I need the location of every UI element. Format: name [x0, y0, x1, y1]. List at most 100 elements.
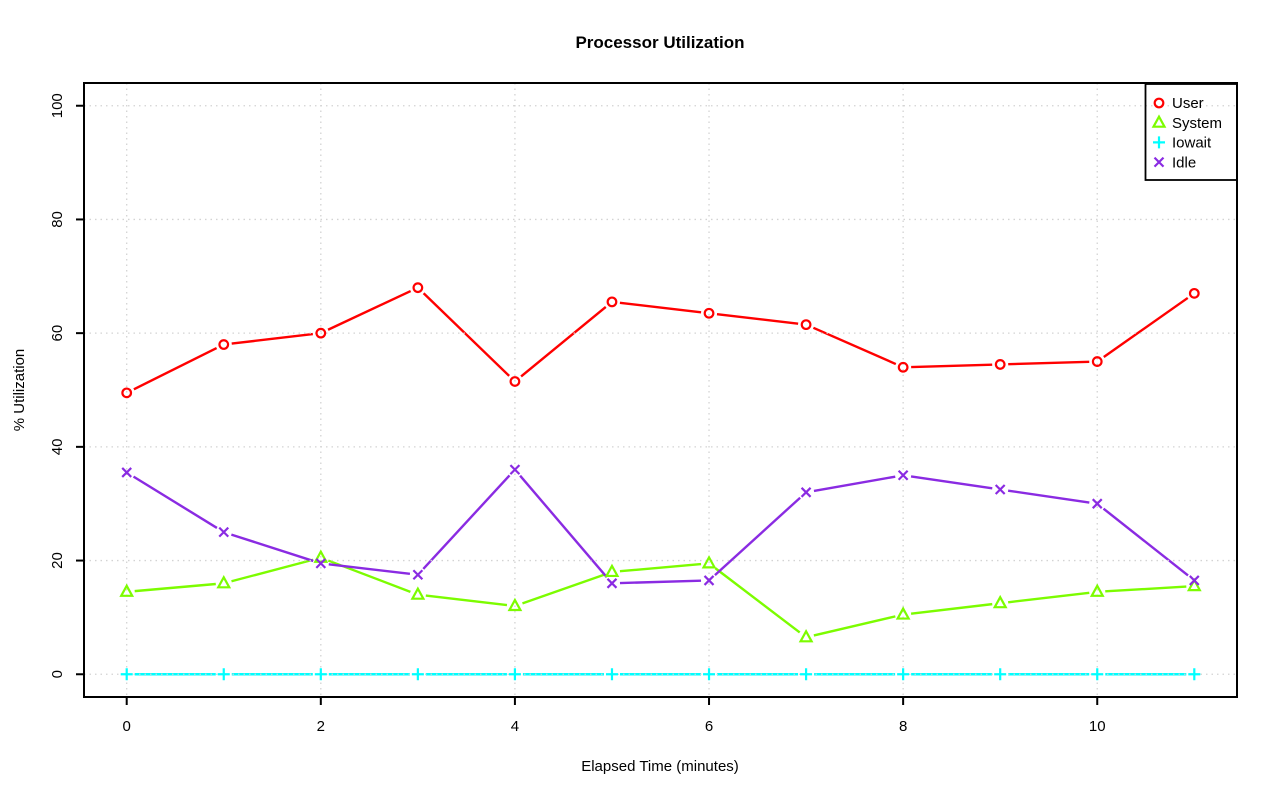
data-point: [1089, 583, 1105, 597]
line-segment: [132, 475, 218, 529]
triangle-marker-icon: [1186, 577, 1202, 592]
data-point: [897, 470, 909, 481]
triangle-marker-icon: [798, 629, 814, 643]
plus-marker-icon: [1091, 668, 1104, 681]
data-point: [217, 668, 230, 681]
data-point: [218, 339, 230, 350]
data-point: [1091, 356, 1103, 367]
series-markers-user: [121, 282, 1200, 399]
data-point: [703, 307, 715, 319]
data-point: [313, 549, 329, 563]
line-segment: [328, 563, 411, 576]
x-tick-label: 2: [317, 718, 325, 735]
data-point: [410, 586, 426, 600]
series-line-idle: [132, 474, 1189, 585]
legend-item-idle: Idle: [1153, 154, 1196, 171]
data-point: [412, 282, 424, 294]
triangle-marker-icon: [895, 606, 911, 620]
triangle-marker-icon: [701, 555, 717, 569]
legend-label: Iowait: [1172, 135, 1212, 152]
line-segment: [716, 312, 799, 325]
data-point: [216, 575, 232, 589]
line-segment: [1008, 360, 1090, 366]
data-point: [606, 578, 618, 589]
triangle-marker-icon: [313, 549, 329, 563]
line-segment: [910, 475, 993, 490]
legend-item-iowait: Iowait: [1153, 135, 1212, 152]
y-tick-label: 20: [49, 552, 66, 569]
data-point: [509, 464, 521, 475]
data-point: [1186, 577, 1202, 592]
series-line-system: [134, 558, 1187, 637]
triangle-marker-icon: [507, 597, 523, 612]
plus-marker-icon: [703, 668, 716, 681]
line-segment: [714, 496, 801, 576]
data-point: [1188, 668, 1201, 681]
line-segment: [911, 363, 993, 369]
data-point: [798, 629, 814, 643]
series-markers-iowait: [120, 668, 1201, 681]
data-point: [508, 668, 521, 681]
triangle-marker-icon: [119, 583, 135, 597]
plus-marker-icon: [994, 668, 1007, 681]
legend-marker-user: [1153, 97, 1165, 109]
x-marker-icon: [121, 467, 132, 478]
line-segment: [519, 474, 608, 578]
circle-marker-icon: [897, 361, 909, 373]
legend-box: [1144, 83, 1238, 181]
data-point: [994, 668, 1007, 681]
data-point: [1189, 575, 1200, 586]
data-point: [509, 376, 521, 387]
legend-item-system: System: [1151, 114, 1222, 132]
data-point: [703, 575, 715, 586]
x-tick-label: 6: [705, 718, 713, 735]
plus-marker-icon: [605, 668, 618, 681]
triangle-marker-icon: [410, 586, 426, 600]
data-point: [119, 583, 135, 597]
legend-marker-iowait: [1153, 136, 1165, 149]
plus-marker-icon: [800, 668, 813, 681]
data-point: [412, 569, 424, 581]
legend-label: User: [1172, 95, 1204, 112]
circle-marker-icon: [606, 296, 618, 308]
data-point: [800, 487, 812, 498]
triangle-marker-icon: [992, 594, 1008, 609]
line-segment: [910, 602, 993, 615]
data-point: [315, 327, 327, 339]
legend-item-user: User: [1153, 95, 1204, 112]
triangle-marker-icon: [1089, 583, 1105, 597]
gridlines-layer: [84, 83, 1237, 697]
data-point: [315, 558, 327, 569]
legend-label: Idle: [1172, 154, 1196, 171]
plus-marker-icon: [1188, 668, 1201, 681]
x-marker-icon: [606, 578, 618, 589]
line-segment: [1102, 507, 1189, 577]
data-point: [992, 594, 1008, 609]
plus-marker-icon: [508, 668, 521, 681]
data-point: [800, 319, 812, 331]
data-point: [314, 668, 327, 681]
line-segment: [812, 326, 897, 366]
data-point: [1091, 668, 1104, 681]
line-segment: [425, 594, 508, 607]
x-marker-icon: [994, 484, 1006, 495]
line-segment: [1105, 585, 1187, 593]
y-tick-label: 0: [49, 670, 66, 678]
x-tick-label: 10: [1089, 718, 1106, 735]
x-marker-icon: [1091, 498, 1103, 509]
series-lines-layer: [132, 289, 1189, 676]
line-segment: [1007, 591, 1090, 604]
line-segment: [1007, 489, 1090, 504]
circle-marker-icon: [218, 339, 230, 350]
line-segment: [231, 533, 314, 563]
x-marker-icon: [412, 569, 424, 581]
x-marker-icon: [1189, 575, 1200, 586]
triangle-marker-icon: [604, 563, 620, 578]
data-point: [121, 467, 132, 478]
data-point: [994, 484, 1006, 495]
x-tick-label: 8: [899, 718, 907, 735]
triangle-marker-icon: [1151, 114, 1167, 128]
